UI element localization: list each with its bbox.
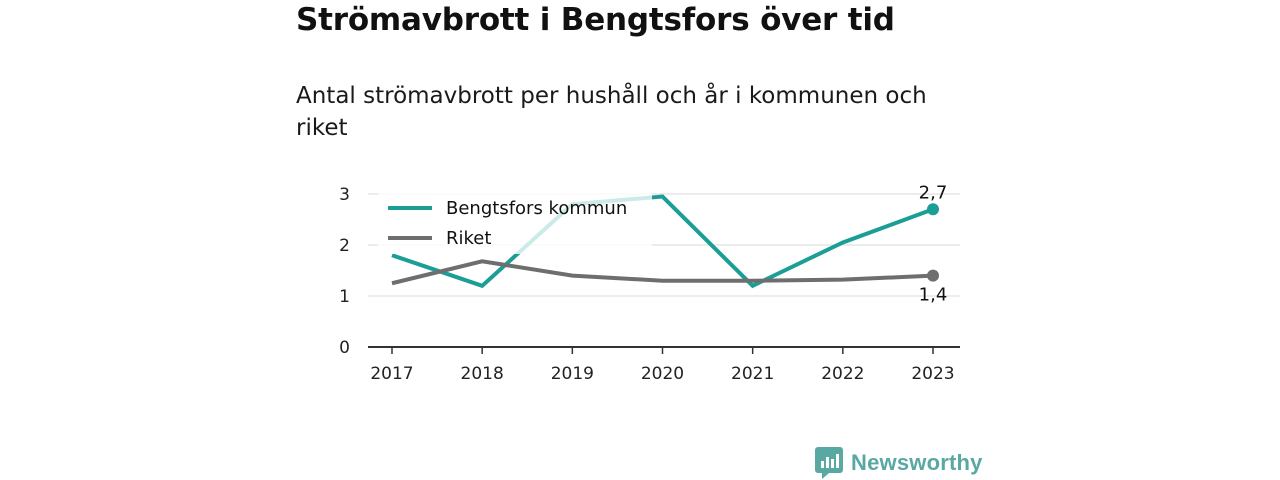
brand-name: Newsworthy: [851, 450, 983, 475]
chart-subtitle: Antal strömavbrott per hushåll och år i …: [296, 83, 927, 141]
y-tick-label: 0: [339, 338, 350, 358]
data-label: 2,7: [919, 182, 948, 203]
end-point-bengtsfors: [927, 203, 939, 216]
end-point-riket: [927, 269, 939, 282]
series-line-riket: [391, 259, 934, 286]
legend-label: Riket: [446, 228, 491, 249]
y-tick-label: 1: [339, 287, 350, 307]
y-tick-label: 3: [339, 185, 350, 205]
x-tick-label: 2022: [821, 364, 864, 384]
x-tick-label: 2017: [370, 364, 413, 384]
x-tick-label: 2021: [731, 364, 774, 384]
data-label: 1,4: [919, 285, 948, 306]
chart-speech-bubble-icon: [815, 447, 843, 479]
x-tick-label: 2023: [911, 364, 954, 384]
legend-label: Bengtsfors kommun: [446, 198, 627, 219]
x-tick-label: 2018: [461, 364, 504, 384]
newsworthy-logo: Newsworthy: [815, 446, 983, 480]
y-tick-label: 2: [339, 236, 350, 256]
legend-background: [378, 188, 652, 254]
x-tick-label: 2019: [551, 364, 594, 384]
chart-title: Strömavbrott i Bengtsfors över tid: [296, 2, 895, 38]
series-line-bengtsfors: [391, 194, 934, 289]
x-tick-label: 2020: [641, 364, 684, 384]
